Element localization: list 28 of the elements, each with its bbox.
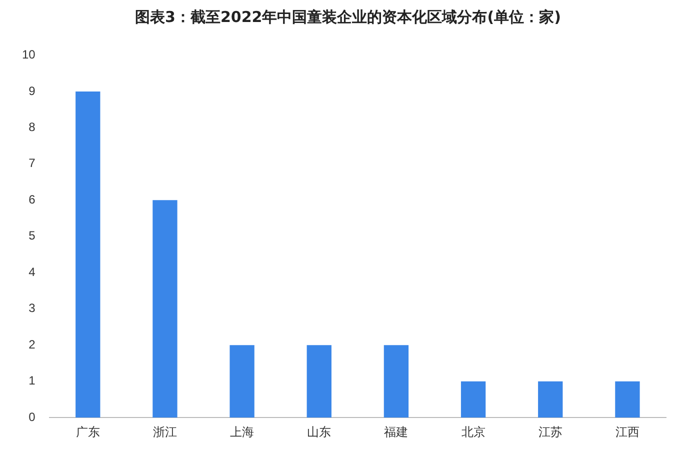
y-tick-label: 4 xyxy=(28,264,36,279)
bar xyxy=(76,91,100,418)
y-tick-label: 10 xyxy=(22,48,36,62)
bar xyxy=(615,381,640,418)
y-tick-label: 5 xyxy=(28,228,36,243)
x-tick-label: 福建 xyxy=(384,425,408,440)
y-tick-label: 6 xyxy=(28,192,36,206)
x-tick-label: 上海 xyxy=(230,425,254,440)
y-tick-label: 7 xyxy=(28,156,36,170)
bar xyxy=(306,345,332,418)
y-tick-label: 1 xyxy=(28,374,36,388)
bar xyxy=(230,345,254,418)
chart-title: 图表3：截至2022年中国童装企业的资本化区域分布(单位：家) xyxy=(134,8,562,27)
bar xyxy=(152,200,178,418)
x-tick-label: 广东 xyxy=(76,425,100,440)
bar xyxy=(538,381,563,418)
x-tick-label: 江苏 xyxy=(538,425,562,440)
y-tick-label: 0 xyxy=(28,410,36,424)
y-tick-label: 2 xyxy=(28,337,36,352)
y-tick-label: 8 xyxy=(28,120,36,134)
y-tick-label: 3 xyxy=(28,301,36,316)
x-tick-label: 山东 xyxy=(307,425,332,440)
x-tick-label: 江西 xyxy=(615,425,640,440)
x-tick-label: 北京 xyxy=(461,425,486,440)
bar xyxy=(460,381,486,418)
x-tick-label: 浙江 xyxy=(152,425,177,440)
bar xyxy=(384,345,409,418)
y-tick-label: 9 xyxy=(28,84,36,98)
